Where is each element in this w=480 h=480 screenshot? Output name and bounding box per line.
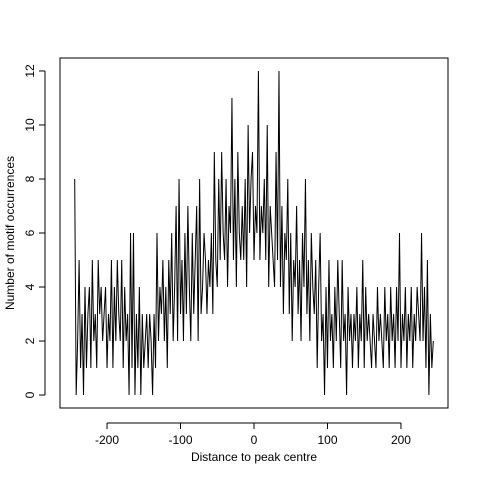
x-tick-label: -200 (95, 433, 119, 447)
y-tick-label: 6 (23, 229, 37, 236)
x-tick-label: 200 (391, 433, 411, 447)
data-line (74, 70, 434, 396)
x-axis-label: Distance to peak centre (191, 450, 317, 464)
y-tick-label: 2 (23, 337, 37, 344)
y-tick-label: 4 (23, 283, 37, 290)
y-tick-label: 0 (23, 391, 37, 398)
plot-frame (59, 57, 449, 409)
x-tick-label: 100 (317, 433, 337, 447)
y-axis-label: Number of motif occurrences (3, 156, 17, 310)
y-tick-label: 10 (23, 118, 37, 132)
x-tick-label: -100 (168, 433, 192, 447)
y-tick-label: 8 (23, 175, 37, 182)
x-tick-label: 0 (251, 433, 258, 447)
y-tick-label: 12 (23, 64, 37, 78)
